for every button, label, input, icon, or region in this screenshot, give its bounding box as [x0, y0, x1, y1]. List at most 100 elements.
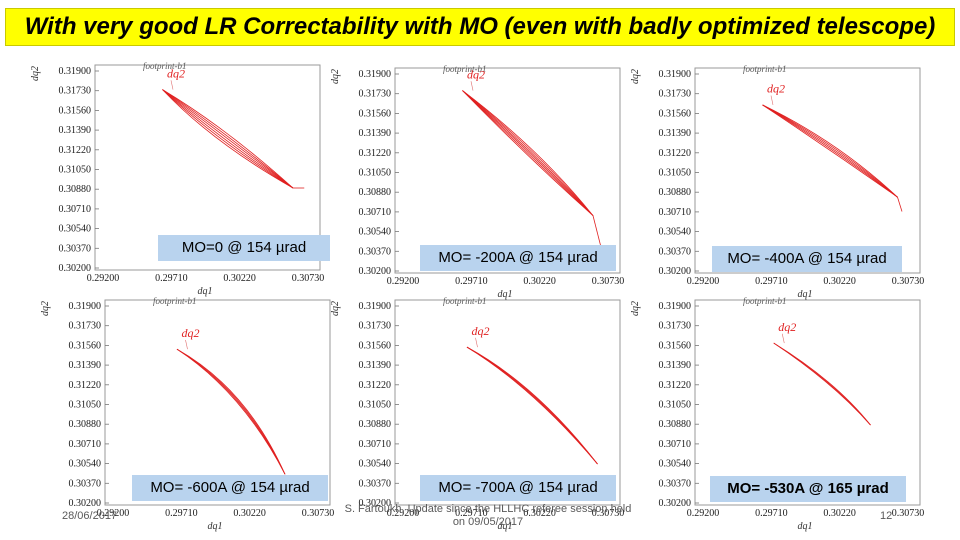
footprint-plot-6: 0.31900 0.31730 0.31560 0.31390 0.31220 0.310… — [630, 296, 924, 532]
y-axis-name: dq2 — [330, 69, 341, 84]
plot-frame — [394, 67, 621, 274]
y-tick-label: 0.31220 — [659, 148, 692, 159]
footprint-strand — [462, 90, 594, 216]
y-tick-label: 0.31390 — [359, 360, 392, 371]
x-axis-name: dq1 — [798, 521, 813, 532]
y-tick-label: 0.30540 — [659, 227, 692, 238]
x-tick-label: 0.30730 — [892, 508, 925, 519]
footprint-strand — [162, 89, 294, 189]
x-tick-label: 0.29200 — [87, 273, 120, 284]
curve-label: dq2 — [767, 82, 785, 96]
footprint-strand — [762, 104, 898, 198]
footprint-strand — [462, 90, 594, 216]
x-tick-label: 0.30730 — [592, 508, 625, 519]
y-tick-label: 0.31220 — [359, 148, 392, 159]
plot-panel-1: 0.31900 0.31730 0.31560 0.31390 0.31220 0.310… — [30, 55, 330, 297]
y-tick-label: 0.31560 — [659, 108, 692, 119]
footprint-plot-2: 0.31900 0.31730 0.31560 0.31390 0.31220 0.310… — [330, 64, 624, 300]
x-axis-name: dq1 — [198, 286, 213, 297]
footprint-strand — [762, 104, 898, 198]
plot-panel-2: 0.31900 0.31730 0.31560 0.31390 0.31220 0.310… — [330, 58, 624, 300]
y-tick-label: 0.31390 — [659, 360, 692, 371]
y-tick-label: 0.31730 — [659, 89, 692, 100]
y-axis-name: dq2 — [30, 66, 41, 81]
plot-title: footprint-b1 — [743, 296, 787, 306]
footer-date: 28/06/2017 — [62, 510, 118, 522]
footprint-strand — [773, 342, 871, 426]
y-tick-label: 0.31730 — [59, 86, 92, 97]
footprint-strand — [162, 89, 294, 189]
footprint-strand — [462, 90, 594, 216]
plot-title: footprint-b1 — [153, 296, 197, 306]
plot-panel-5: 0.31900 0.31730 0.31560 0.31390 0.31220 0.310… — [330, 290, 624, 532]
plot-title: footprint-b1 — [443, 64, 487, 74]
plot-panel-3: 0.31900 0.31730 0.31560 0.31390 0.31220 0.310… — [630, 58, 924, 300]
footprint-strand — [176, 348, 286, 475]
y-tick-label: 0.30200 — [59, 263, 92, 274]
y-tick-label: 0.31730 — [359, 321, 392, 332]
x-tick-label: 0.29200 — [97, 508, 130, 519]
footprint-tail — [897, 197, 903, 212]
plot-title: footprint-b1 — [743, 64, 787, 74]
y-tick-label: 0.30880 — [659, 419, 692, 430]
x-tick-label: 0.29710 — [755, 508, 788, 519]
footprint-strand — [462, 90, 594, 216]
footprint-curves — [773, 342, 871, 426]
y-tick-label: 0.31050 — [659, 168, 692, 179]
plot-frame — [694, 299, 921, 506]
x-axis-name: dq1 — [498, 289, 513, 300]
x-tick-label: 0.29710 — [165, 508, 198, 519]
y-tick-label: 0.31050 — [359, 400, 392, 411]
plot-frame — [394, 299, 621, 506]
y-axis-name: dq2 — [330, 301, 341, 316]
curve-label-leader — [185, 339, 188, 350]
footprint-strand — [762, 104, 898, 198]
mo-label-5: MO= -700A @ 154 µrad — [420, 475, 616, 501]
y-tick-label: 0.31390 — [59, 125, 92, 136]
footprint-strand — [162, 89, 294, 189]
y-tick-label: 0.31560 — [659, 340, 692, 351]
x-tick-label: 0.29200 — [387, 276, 420, 287]
footprint-curves — [466, 346, 598, 465]
plot-title: footprint-b1 — [443, 296, 487, 306]
footprint-strand — [162, 89, 294, 189]
footprint-strand — [466, 346, 598, 465]
y-tick-label: 0.31390 — [359, 128, 392, 139]
plot-panel-4: 0.31900 0.31730 0.31560 0.31390 0.31220 0.310… — [40, 290, 334, 532]
footer-page-number: 12 — [880, 510, 893, 522]
y-tick-label: 0.30880 — [659, 187, 692, 198]
footprint-curves — [176, 348, 286, 475]
curve-label: dq2 — [467, 67, 485, 81]
y-tick-label: 0.31050 — [659, 400, 692, 411]
footprint-strand — [762, 104, 898, 198]
footprint-strand — [176, 348, 286, 475]
y-tick-label: 0.30710 — [69, 439, 102, 450]
footprint-strand — [162, 89, 294, 189]
footprint-strand — [462, 90, 594, 216]
footprint-curves — [762, 104, 903, 212]
y-tick-label: 0.30540 — [359, 459, 392, 470]
y-tick-label: 0.31900 — [659, 69, 692, 80]
y-tick-label: 0.31220 — [69, 380, 102, 391]
plot-frame — [694, 67, 921, 274]
y-tick-label: 0.30880 — [69, 419, 102, 430]
x-tick-label: 0.30730 — [892, 276, 925, 287]
y-tick-label: 0.30370 — [659, 246, 692, 257]
y-tick-label: 0.31050 — [359, 168, 392, 179]
y-tick-label: 0.31220 — [659, 380, 692, 391]
y-tick-label: 0.31560 — [359, 340, 392, 351]
footprint-strand — [176, 348, 286, 475]
x-axis-name: dq1 — [208, 521, 223, 532]
x-tick-label: 0.30220 — [823, 508, 856, 519]
y-tick-label: 0.30540 — [59, 224, 92, 235]
mo-label-2: MO= -200A @ 154 µrad — [420, 245, 616, 271]
footprint-strand — [176, 348, 286, 475]
y-axis-name: dq2 — [40, 301, 51, 316]
y-tick-label: 0.31900 — [359, 301, 392, 312]
y-axis-name: dq2 — [630, 301, 641, 316]
y-tick-label: 0.31730 — [69, 321, 102, 332]
curve-label: dq2 — [167, 66, 185, 80]
x-axis-name: dq1 — [498, 521, 513, 532]
footprint-curves — [162, 89, 305, 189]
y-tick-label: 0.30370 — [359, 246, 392, 257]
